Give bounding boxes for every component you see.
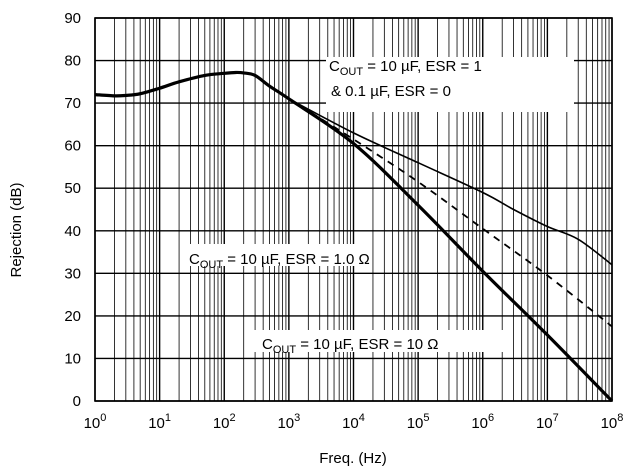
annotation-label: COUT = 10 µF, ESR = 10 Ω	[262, 336, 439, 356]
x-tick-label: 106	[471, 412, 494, 432]
y-tick-label: 60	[64, 138, 81, 155]
annotation-background	[326, 57, 574, 112]
plot-border	[94, 17, 613, 402]
annotation-label: COUT = 10 µF, ESR = 1.0 Ω	[189, 251, 370, 271]
x-tick-label: 100	[84, 412, 107, 432]
x-tick-label: 104	[342, 412, 365, 432]
y-tick-label: 10	[64, 350, 81, 367]
annotations: COUT = 10 µF, ESR = 1 & 0.1 µF, ESR = 0 CO…	[180, 57, 574, 356]
x-tick-label: 108	[601, 412, 624, 432]
y-tick-label: 50	[64, 180, 81, 197]
series-lines	[94, 70, 614, 403]
y-tick-label: 80	[64, 53, 81, 70]
annotation-background	[252, 330, 504, 352]
y-tick-label: 30	[64, 265, 81, 282]
y-tick-label: 70	[64, 95, 81, 112]
x-axis-label: Freq. (Hz)	[319, 450, 387, 467]
x-tick-label: 101	[148, 412, 171, 432]
annotation-background	[180, 244, 366, 266]
x-tick-label: 107	[536, 412, 559, 432]
plot-frame	[94, 17, 613, 402]
annotation-label-line2: & 0.1 µF, ESR = 0	[331, 83, 451, 100]
series-line-2	[288, 98, 613, 328]
series-line-3	[288, 98, 613, 266]
y-tick-label: 90	[64, 10, 81, 27]
y-tick-label: 20	[64, 308, 81, 325]
x-tick-label: 105	[407, 412, 430, 432]
tick-labels: 0 10 20 30 40 50 60 70 80 90 100 101 102 103 104 105 106…	[64, 10, 623, 432]
y-axis-label: Rejection (dB)	[8, 182, 25, 277]
series-line-1	[94, 70, 614, 403]
x-tick-label: 103	[277, 412, 300, 432]
y-tick-label: 40	[64, 223, 81, 240]
y-tick-label: 0	[73, 393, 81, 410]
x-tick-label: 102	[213, 412, 236, 432]
annotation-label: COUT = 10 µF, ESR = 1	[329, 58, 482, 78]
